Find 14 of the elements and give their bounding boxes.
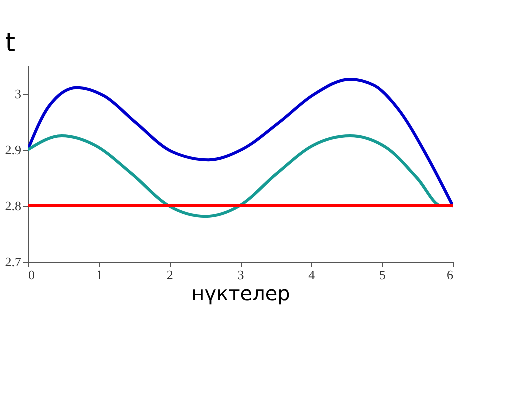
x-tick-label: 2 xyxy=(166,268,174,282)
x-tick-label: 4 xyxy=(308,268,316,282)
y-axis-title: t xyxy=(5,28,16,58)
x-tick-label: 5 xyxy=(379,268,386,282)
x-tick-label: 3 xyxy=(238,268,244,282)
x-tick-label: 1 xyxy=(96,268,103,282)
x-axis-title: нүктелер xyxy=(192,282,290,306)
y-tick-label: 3 xyxy=(15,86,22,102)
x-tick-label: 6 xyxy=(447,268,454,282)
x-tick-label: 0 xyxy=(28,268,35,282)
y-tick-label: 2.9 xyxy=(5,142,22,158)
line-series xyxy=(28,78,453,208)
y-tick-label: 2.8 xyxy=(5,198,22,214)
y-tick-label: 2.7 xyxy=(5,254,22,270)
